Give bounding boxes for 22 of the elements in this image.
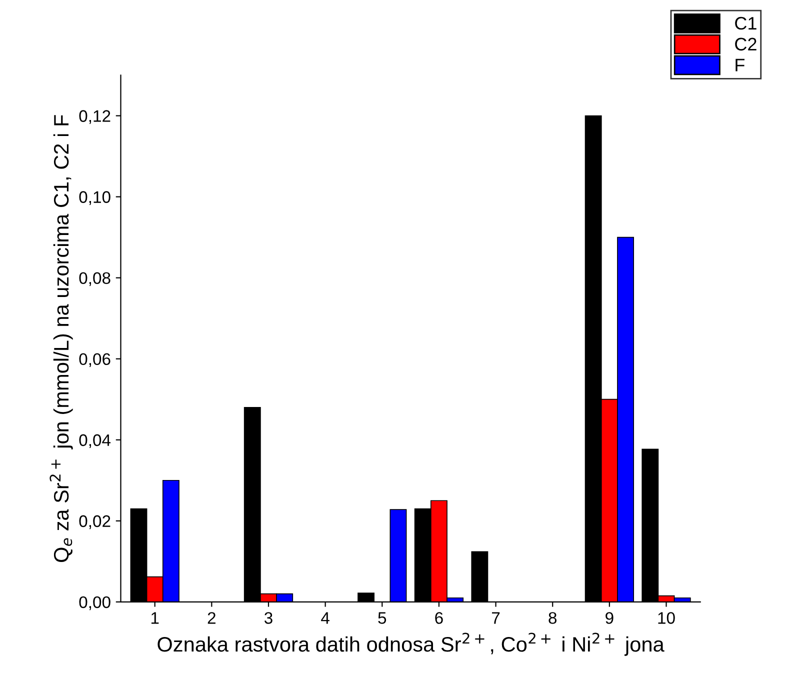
legend-label: C2 — [735, 38, 756, 51]
x-tick-label: 6 — [435, 612, 443, 624]
y-axis-title: Q$_{e}$ za Sr$^{2+}$ jon (mmol/L) na uzorcima C1, C2 i F — [50, 115, 73, 562]
y-tick-label: 0,00 — [79, 596, 110, 610]
x-tick-label: 4 — [321, 612, 330, 624]
x-tick-label: 1 — [151, 612, 159, 624]
x-tick-label: 8 — [548, 612, 557, 624]
y-tick-label: 0,10 — [79, 191, 110, 205]
y-tick-label: 0,06 — [79, 353, 110, 368]
x-tick-label: 9 — [606, 612, 614, 624]
x-tick-label: 5 — [378, 612, 386, 624]
x-tick-label: 7 — [492, 612, 500, 624]
y-tick-label: 0,04 — [79, 434, 111, 448]
legend-label: C1 — [735, 16, 756, 30]
y-tick-label: 0,12 — [79, 110, 110, 124]
y-tick-label: 0,02 — [79, 515, 110, 530]
y-tick-label: 0,08 — [79, 272, 110, 286]
x-tick-label: 10 — [658, 612, 675, 624]
legend-label: F — [736, 58, 744, 72]
x-axis-title: Oznaka rastvora datih odnosa Sr$^{2+}$, Co$^{2+}$ i Ni$^{2+}$ jona — [158, 632, 664, 656]
x-tick-label: 3 — [264, 612, 272, 624]
x-tick-label: 2 — [208, 612, 216, 624]
